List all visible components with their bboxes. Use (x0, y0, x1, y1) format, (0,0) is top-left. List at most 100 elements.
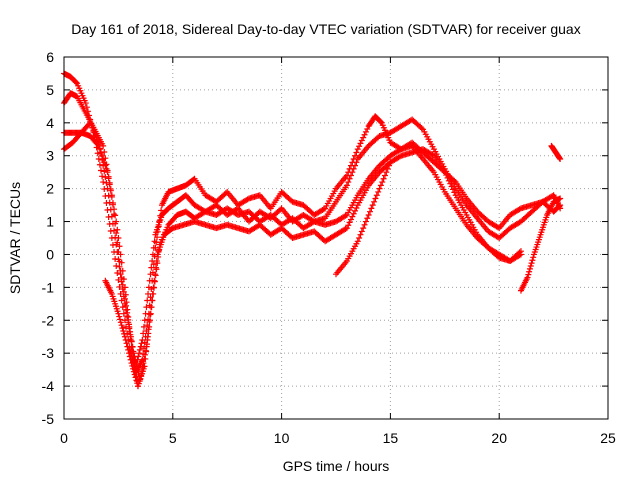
data-point (130, 365, 137, 372)
data-point (145, 330, 152, 337)
data-point (364, 125, 371, 132)
y-tick-label: -4 (42, 378, 55, 394)
data-point (353, 159, 360, 166)
data-point (369, 202, 376, 209)
series-low-pass-arc (102, 277, 141, 390)
data-point (115, 256, 122, 263)
data-point (137, 372, 144, 379)
data-point (368, 205, 375, 212)
y-tick-label: -2 (42, 312, 55, 328)
data-point (124, 343, 131, 350)
data-point (108, 213, 115, 220)
data-point (125, 319, 132, 326)
data-point (342, 225, 349, 232)
data-point (117, 271, 124, 278)
data-point (372, 195, 379, 202)
data-point (148, 304, 155, 311)
data-point (122, 337, 129, 344)
data-point (97, 167, 104, 174)
data-point (99, 156, 106, 163)
data-point (118, 322, 125, 329)
series-tail-arc (548, 142, 564, 163)
data-point (373, 192, 380, 199)
data-point (103, 179, 110, 186)
y-tick-label: 4 (46, 115, 54, 131)
data-point (517, 251, 524, 258)
data-point (117, 316, 124, 323)
data-point (349, 213, 356, 220)
data-point (120, 310, 127, 317)
data-point (123, 306, 130, 313)
data-point (99, 173, 106, 180)
data-point (346, 219, 353, 226)
data-point (418, 125, 425, 132)
data-point (97, 151, 104, 158)
data-point (126, 350, 133, 357)
data-point (345, 179, 352, 186)
data-point (107, 187, 114, 194)
y-tick-label: 5 (46, 82, 54, 98)
x-tick-label: 5 (169, 430, 177, 446)
data-point (105, 175, 112, 182)
data-point (244, 196, 251, 203)
data-point (142, 351, 149, 358)
data-point (141, 317, 148, 324)
data-point (82, 100, 89, 107)
data-point (376, 185, 383, 192)
data-point (114, 248, 121, 255)
data-point (119, 325, 126, 332)
data-point (146, 323, 153, 330)
data-point (139, 337, 146, 344)
data-point (136, 346, 143, 353)
data-point (104, 169, 111, 176)
data-point (525, 271, 532, 278)
data-point (105, 192, 112, 199)
data-point (155, 253, 162, 260)
x-axis-label: GPS time / hours (283, 458, 390, 474)
data-point (516, 206, 523, 213)
data-point (142, 310, 149, 317)
data-point (121, 330, 128, 337)
data-point (429, 151, 436, 158)
data-point (380, 175, 387, 182)
y-tick-label: 6 (46, 49, 54, 65)
data-point (151, 284, 158, 291)
data-point (361, 131, 368, 138)
data-point (129, 344, 136, 351)
data-point (137, 343, 144, 350)
data-point (104, 185, 111, 192)
data-point (95, 139, 102, 146)
data-point (448, 183, 455, 190)
y-tick-label: -5 (42, 411, 55, 427)
data-point (377, 182, 384, 189)
data-point (131, 371, 138, 378)
chart-title: Day 161 of 2018, Sidereal Day-to-day VTE… (71, 21, 580, 37)
data-point (137, 376, 144, 383)
x-tick-label: 15 (383, 430, 399, 446)
data-point (362, 128, 369, 135)
data-point (138, 368, 145, 375)
data-point (354, 238, 361, 245)
data-point (140, 323, 147, 330)
data-point (117, 319, 124, 326)
data-point (140, 330, 147, 337)
data-point (115, 276, 122, 283)
data-point (129, 362, 136, 369)
data-point (343, 225, 350, 232)
data-point (121, 300, 128, 307)
data-point (447, 180, 454, 187)
data-point (128, 337, 135, 344)
data-point (116, 243, 123, 250)
plot-frame (63, 56, 609, 420)
series-track-d (61, 119, 524, 383)
data-point (356, 143, 363, 150)
data-point (151, 278, 158, 285)
data-point (115, 310, 122, 317)
data-point (387, 159, 394, 166)
data-point (345, 222, 352, 229)
data-point (120, 327, 127, 334)
data-point (361, 221, 368, 228)
data-point (128, 360, 135, 367)
data-point (367, 208, 373, 215)
